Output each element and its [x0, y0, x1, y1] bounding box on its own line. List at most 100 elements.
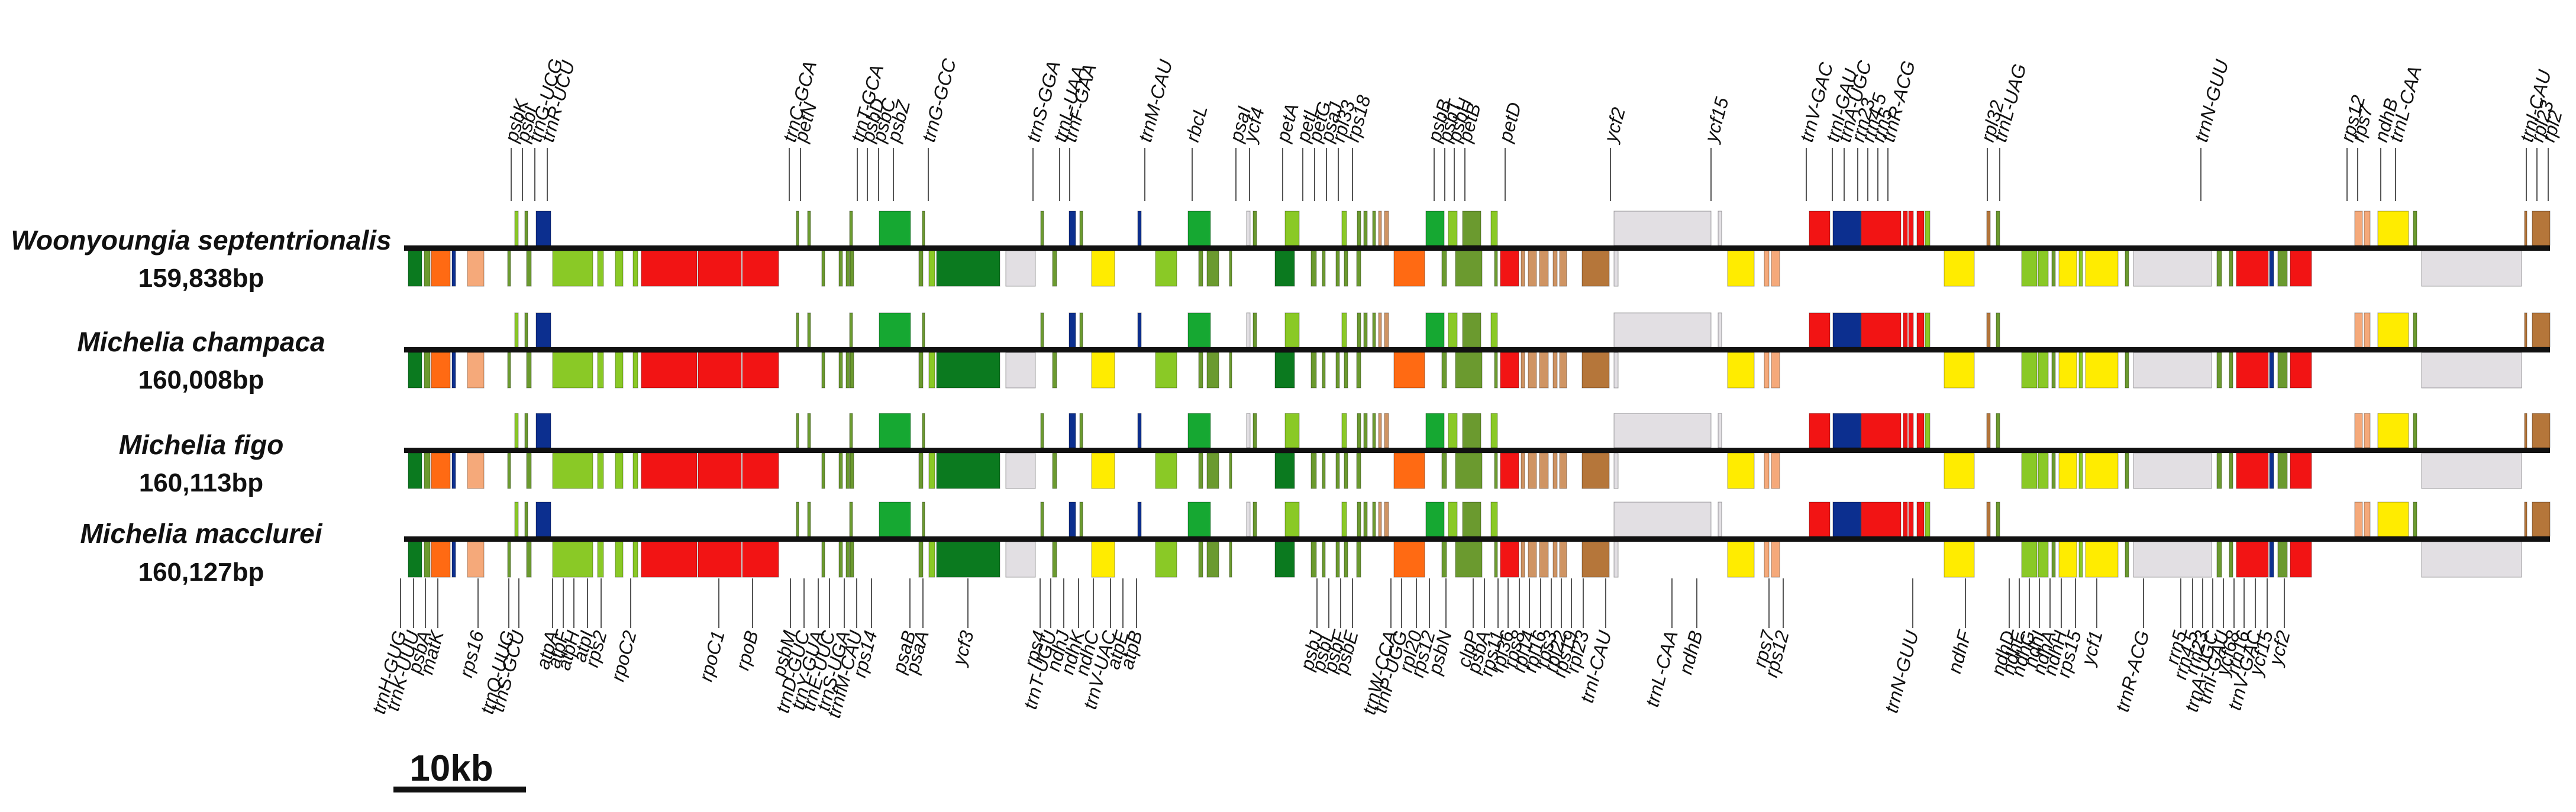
gene-block-top: [1462, 312, 1481, 348]
gene-block-bottom: [1356, 452, 1361, 489]
gene-block-top: [1425, 211, 1445, 246]
gene-block-top: [922, 413, 925, 448]
top-gene-label: ycf15: [1700, 95, 1732, 145]
gene-block-bottom: [451, 541, 456, 578]
gene-block-bottom: [2038, 452, 2049, 489]
gene-block-bottom: [1528, 541, 1537, 578]
gene-block-bottom: [1455, 250, 1483, 287]
gene-block-bottom: [1528, 452, 1537, 489]
gene-block-bottom: [1005, 352, 1036, 389]
gene-block-bottom: [1944, 452, 1975, 489]
gene-block-bottom: [1552, 352, 1558, 389]
gene-block-bottom: [918, 352, 924, 389]
gene-block-bottom: [2125, 452, 2129, 489]
gene-block-bottom: [928, 250, 935, 287]
gene-block-top: [1903, 413, 1908, 448]
gene-block-bottom: [1944, 250, 1975, 287]
gene-block-top: [1137, 502, 1142, 537]
gene-block-top: [2532, 312, 2551, 348]
gene-block-top: [1490, 502, 1498, 537]
gene-block-top: [1363, 312, 1368, 348]
gene-block-top: [1341, 413, 1347, 448]
gene-block-bottom: [1613, 541, 1619, 578]
gene-block-top: [524, 211, 528, 246]
gene-block-top: [1040, 211, 1044, 246]
gene-block-bottom: [2277, 452, 2288, 489]
gene-block-top: [1253, 312, 1257, 348]
gene-block-top: [1903, 312, 1908, 348]
gene-block-top: [1069, 211, 1076, 246]
gene-block-bottom: [1091, 541, 1115, 578]
gene-block-bottom: [2216, 352, 2222, 389]
gene-block-bottom: [408, 452, 422, 489]
gene-block-bottom: [424, 452, 431, 489]
gene-block-bottom: [1310, 250, 1317, 287]
gene-block-top: [1832, 211, 1861, 246]
gene-block-bottom: [1500, 352, 1519, 389]
gene-block-top: [1372, 312, 1376, 348]
gene-block-bottom: [928, 541, 935, 578]
gene-block-bottom: [1322, 452, 1326, 489]
gene-block-bottom: [2125, 250, 2129, 287]
gene-block-top: [2364, 502, 2371, 537]
gene-block-top: [1490, 312, 1498, 348]
gene-block-bottom: [1494, 541, 1498, 578]
gene-block-top: [2532, 211, 2551, 246]
gene-block-top: [2532, 413, 2551, 448]
gene-block-bottom: [2021, 541, 2038, 578]
gene-block-top: [1462, 502, 1481, 537]
gene-block-top: [1490, 211, 1498, 246]
gene-block-top: [1861, 312, 1902, 348]
species-4-name: Michelia macclurei: [80, 518, 322, 549]
gene-block-bottom: [1155, 541, 1177, 578]
gene-block-bottom: [845, 541, 850, 578]
gene-block-top: [514, 413, 519, 448]
gene-block-bottom: [2236, 452, 2269, 489]
gene-block-bottom: [1581, 452, 1610, 489]
gene-block-bottom: [1500, 541, 1519, 578]
gene-block-top: [1284, 413, 1300, 448]
gene-block-bottom: [1206, 250, 1219, 287]
bottom-gene-label: trnR-ACG: [2112, 628, 2154, 714]
gene-block-top: [1448, 413, 1458, 448]
gene-block-bottom: [1455, 452, 1483, 489]
gene-block-bottom: [936, 250, 1000, 287]
gene-block-bottom: [632, 352, 638, 389]
gene-block-bottom: [2290, 250, 2312, 287]
gene-block-top: [1462, 413, 1481, 448]
gene-block-top: [1425, 502, 1445, 537]
bottom-gene-label: rpoC1: [695, 628, 728, 684]
gene-block-bottom: [1393, 250, 1425, 287]
scale-bar-label: 10kb: [409, 748, 493, 789]
gene-block-top: [2354, 312, 2363, 348]
gene-block-bottom: [1322, 352, 1326, 389]
gene-block-bottom: [2051, 452, 2056, 489]
gene-block-top: [879, 211, 911, 246]
gene-block-top: [1832, 502, 1861, 537]
gene-block-top: [1040, 413, 1044, 448]
gene-block-bottom: [2051, 352, 2056, 389]
gene-block-bottom: [424, 250, 431, 287]
bottom-gene-label: rpoB: [731, 628, 762, 672]
gene-block-top: [1284, 312, 1300, 348]
gene-block-top: [1384, 211, 1389, 246]
scale-bar-line: [393, 787, 526, 792]
gene-block-bottom: [2236, 541, 2269, 578]
gene-block-bottom: [850, 452, 854, 489]
gene-block-bottom: [698, 541, 742, 578]
gene-block-bottom: [936, 541, 1000, 578]
track-1: [404, 211, 2551, 287]
gene-block-top: [1996, 211, 2000, 246]
gene-block-bottom: [1274, 452, 1295, 489]
gene-block-top: [879, 312, 911, 348]
gene-block-bottom: [1727, 250, 1755, 287]
gene-block-bottom: [2085, 352, 2119, 389]
gene-block-top: [524, 413, 528, 448]
gene-block-bottom: [1274, 352, 1295, 389]
gene-block-top: [1861, 413, 1902, 448]
species-1-size: 159,838bp: [138, 264, 264, 293]
gene-block-bottom: [1206, 541, 1219, 578]
gene-block-top: [1246, 502, 1251, 537]
gene-block-bottom: [850, 250, 854, 287]
gene-block-top: [1916, 312, 1925, 348]
